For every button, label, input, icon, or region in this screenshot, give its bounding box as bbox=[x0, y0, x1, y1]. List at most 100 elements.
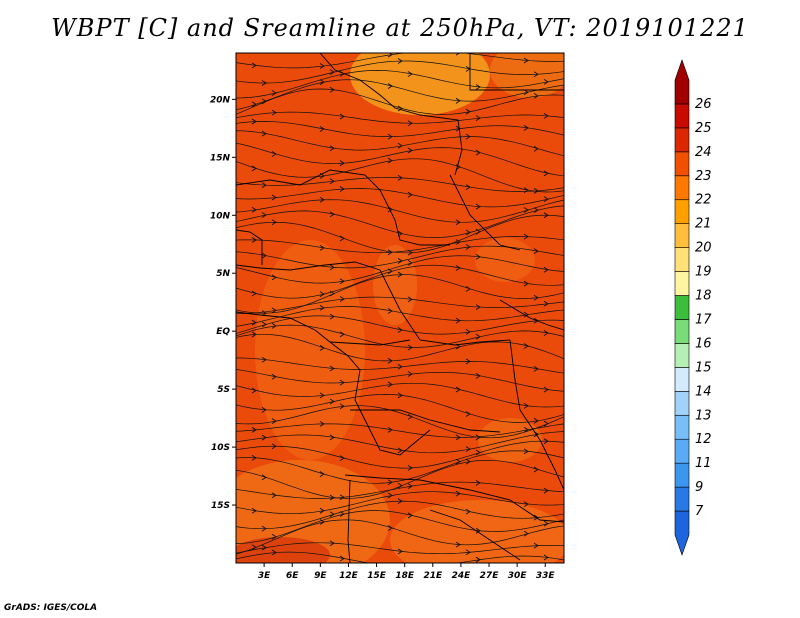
streamline-arrow bbox=[271, 109, 277, 116]
streamline-arrow bbox=[251, 455, 257, 461]
streamline-arrow bbox=[319, 507, 325, 514]
colorbar-label: 16 bbox=[695, 336, 712, 351]
colorbar-box bbox=[674, 343, 690, 368]
streamline-arrow bbox=[407, 296, 413, 303]
border-line bbox=[449, 174, 521, 251]
colorbar-box bbox=[674, 391, 690, 416]
streamline bbox=[236, 158, 564, 193]
streamline-arrow bbox=[455, 541, 461, 548]
streamline-arrow bbox=[251, 118, 257, 125]
streamline-arrow bbox=[475, 203, 481, 210]
streamline-arrow bbox=[465, 411, 471, 417]
streamline bbox=[236, 423, 564, 438]
streamline-arrow bbox=[475, 149, 481, 156]
field-patch-northeast bbox=[490, 53, 564, 98]
field-patch-central bbox=[373, 245, 417, 325]
colorbar: 7 9 11 12 13 14 15 16 17 18 19 20 21 22 23 24 25 26 bbox=[674, 59, 712, 556]
streamline bbox=[236, 111, 564, 124]
streamline-arrow bbox=[261, 98, 267, 105]
streamline-arrow bbox=[543, 420, 549, 427]
field-patch-west bbox=[255, 240, 365, 460]
streamline-arrow bbox=[533, 207, 539, 213]
field-patch-south-dark bbox=[236, 537, 330, 563]
colorbar-label: 15 bbox=[695, 360, 712, 375]
streamline-arrow bbox=[251, 237, 257, 243]
streamline-arrow bbox=[455, 434, 461, 441]
streamline-arrow bbox=[543, 300, 549, 307]
border-line bbox=[350, 409, 501, 433]
colorbar-label: 23 bbox=[695, 169, 712, 184]
streamline-arrow bbox=[329, 398, 335, 405]
streamline-arrow bbox=[251, 507, 257, 514]
colorbar-label: 9 bbox=[695, 480, 703, 495]
border-line bbox=[499, 299, 564, 331]
streamline-arrow bbox=[475, 84, 481, 90]
streamline-arrow bbox=[475, 479, 481, 486]
streamline-arrow bbox=[339, 511, 345, 517]
streamline bbox=[236, 274, 564, 314]
streamline-arrow bbox=[261, 406, 267, 413]
streamline-arrow bbox=[523, 530, 529, 537]
streamline bbox=[236, 188, 564, 208]
border-line bbox=[236, 169, 450, 246]
lon-tick-label: 9E bbox=[314, 571, 327, 581]
streamline-arrow bbox=[329, 540, 335, 547]
streamline-arrow bbox=[319, 345, 325, 351]
streamline bbox=[236, 236, 564, 254]
colorbar-label: 17 bbox=[695, 312, 712, 327]
streamline bbox=[236, 369, 564, 392]
streamline-arrow bbox=[407, 483, 413, 489]
streamline-arrow bbox=[339, 455, 345, 461]
streamline bbox=[236, 199, 564, 223]
streamline-arrow bbox=[523, 448, 529, 455]
streamline-arrow bbox=[251, 387, 257, 394]
streamline-arrow bbox=[543, 487, 549, 494]
streamline bbox=[236, 214, 564, 254]
streamline-arrow bbox=[387, 381, 393, 388]
chart-title: WBPT [C] and Sreamline at 250hPa, VT: 20… bbox=[51, 14, 749, 42]
streamline-arrow bbox=[455, 317, 461, 324]
streamline-arrow bbox=[397, 175, 403, 181]
streamline-arrow bbox=[475, 333, 481, 340]
streamline-arrow bbox=[319, 244, 325, 251]
streamline-arrow bbox=[387, 268, 393, 275]
streamline bbox=[236, 88, 564, 115]
border-line bbox=[469, 53, 564, 91]
streamline-arrow bbox=[523, 207, 529, 213]
streamline-arrow bbox=[533, 294, 539, 301]
streamline-arrow bbox=[271, 533, 277, 540]
streamline-arrow bbox=[319, 63, 325, 69]
lon-tick-label: 6E bbox=[286, 571, 299, 581]
streamline-arrow bbox=[329, 86, 335, 93]
streamline-arrow bbox=[329, 365, 335, 372]
streamline bbox=[236, 440, 564, 469]
colorbar-box bbox=[674, 223, 690, 248]
streamline-arrow bbox=[407, 71, 413, 77]
streamline bbox=[236, 542, 564, 555]
field-patch-south bbox=[390, 500, 564, 563]
border-line bbox=[344, 474, 564, 523]
streamline-arrow bbox=[543, 386, 549, 393]
streamline-arrow bbox=[475, 449, 481, 456]
streamline-arrow bbox=[523, 501, 529, 507]
streamline-arrow bbox=[465, 458, 471, 465]
streamline-arrow bbox=[533, 248, 539, 255]
colorbar-label: 21 bbox=[695, 217, 712, 232]
border-line bbox=[429, 509, 521, 561]
streamline-arrow bbox=[543, 113, 549, 119]
streamline-arrow bbox=[271, 418, 277, 425]
streamline-arrow bbox=[407, 259, 413, 266]
streamline-arrow bbox=[465, 133, 471, 140]
streamline bbox=[236, 500, 564, 530]
longitude-axis: 3E 6E 9E 12E 15E 18E 21E 24E 27E 30E 33E bbox=[258, 563, 555, 581]
border-line bbox=[379, 269, 511, 346]
streamline-arrow bbox=[543, 170, 549, 177]
streamline bbox=[236, 510, 564, 544]
streamline-arrow bbox=[339, 113, 345, 120]
lat-tick-label: 5S bbox=[217, 385, 230, 395]
colorbar-arrow-low bbox=[674, 510, 690, 556]
streamline-arrow bbox=[387, 427, 393, 433]
field-patch-east bbox=[475, 238, 535, 282]
colorbar-label: 26 bbox=[695, 97, 712, 112]
streamline-arrow bbox=[533, 466, 539, 473]
